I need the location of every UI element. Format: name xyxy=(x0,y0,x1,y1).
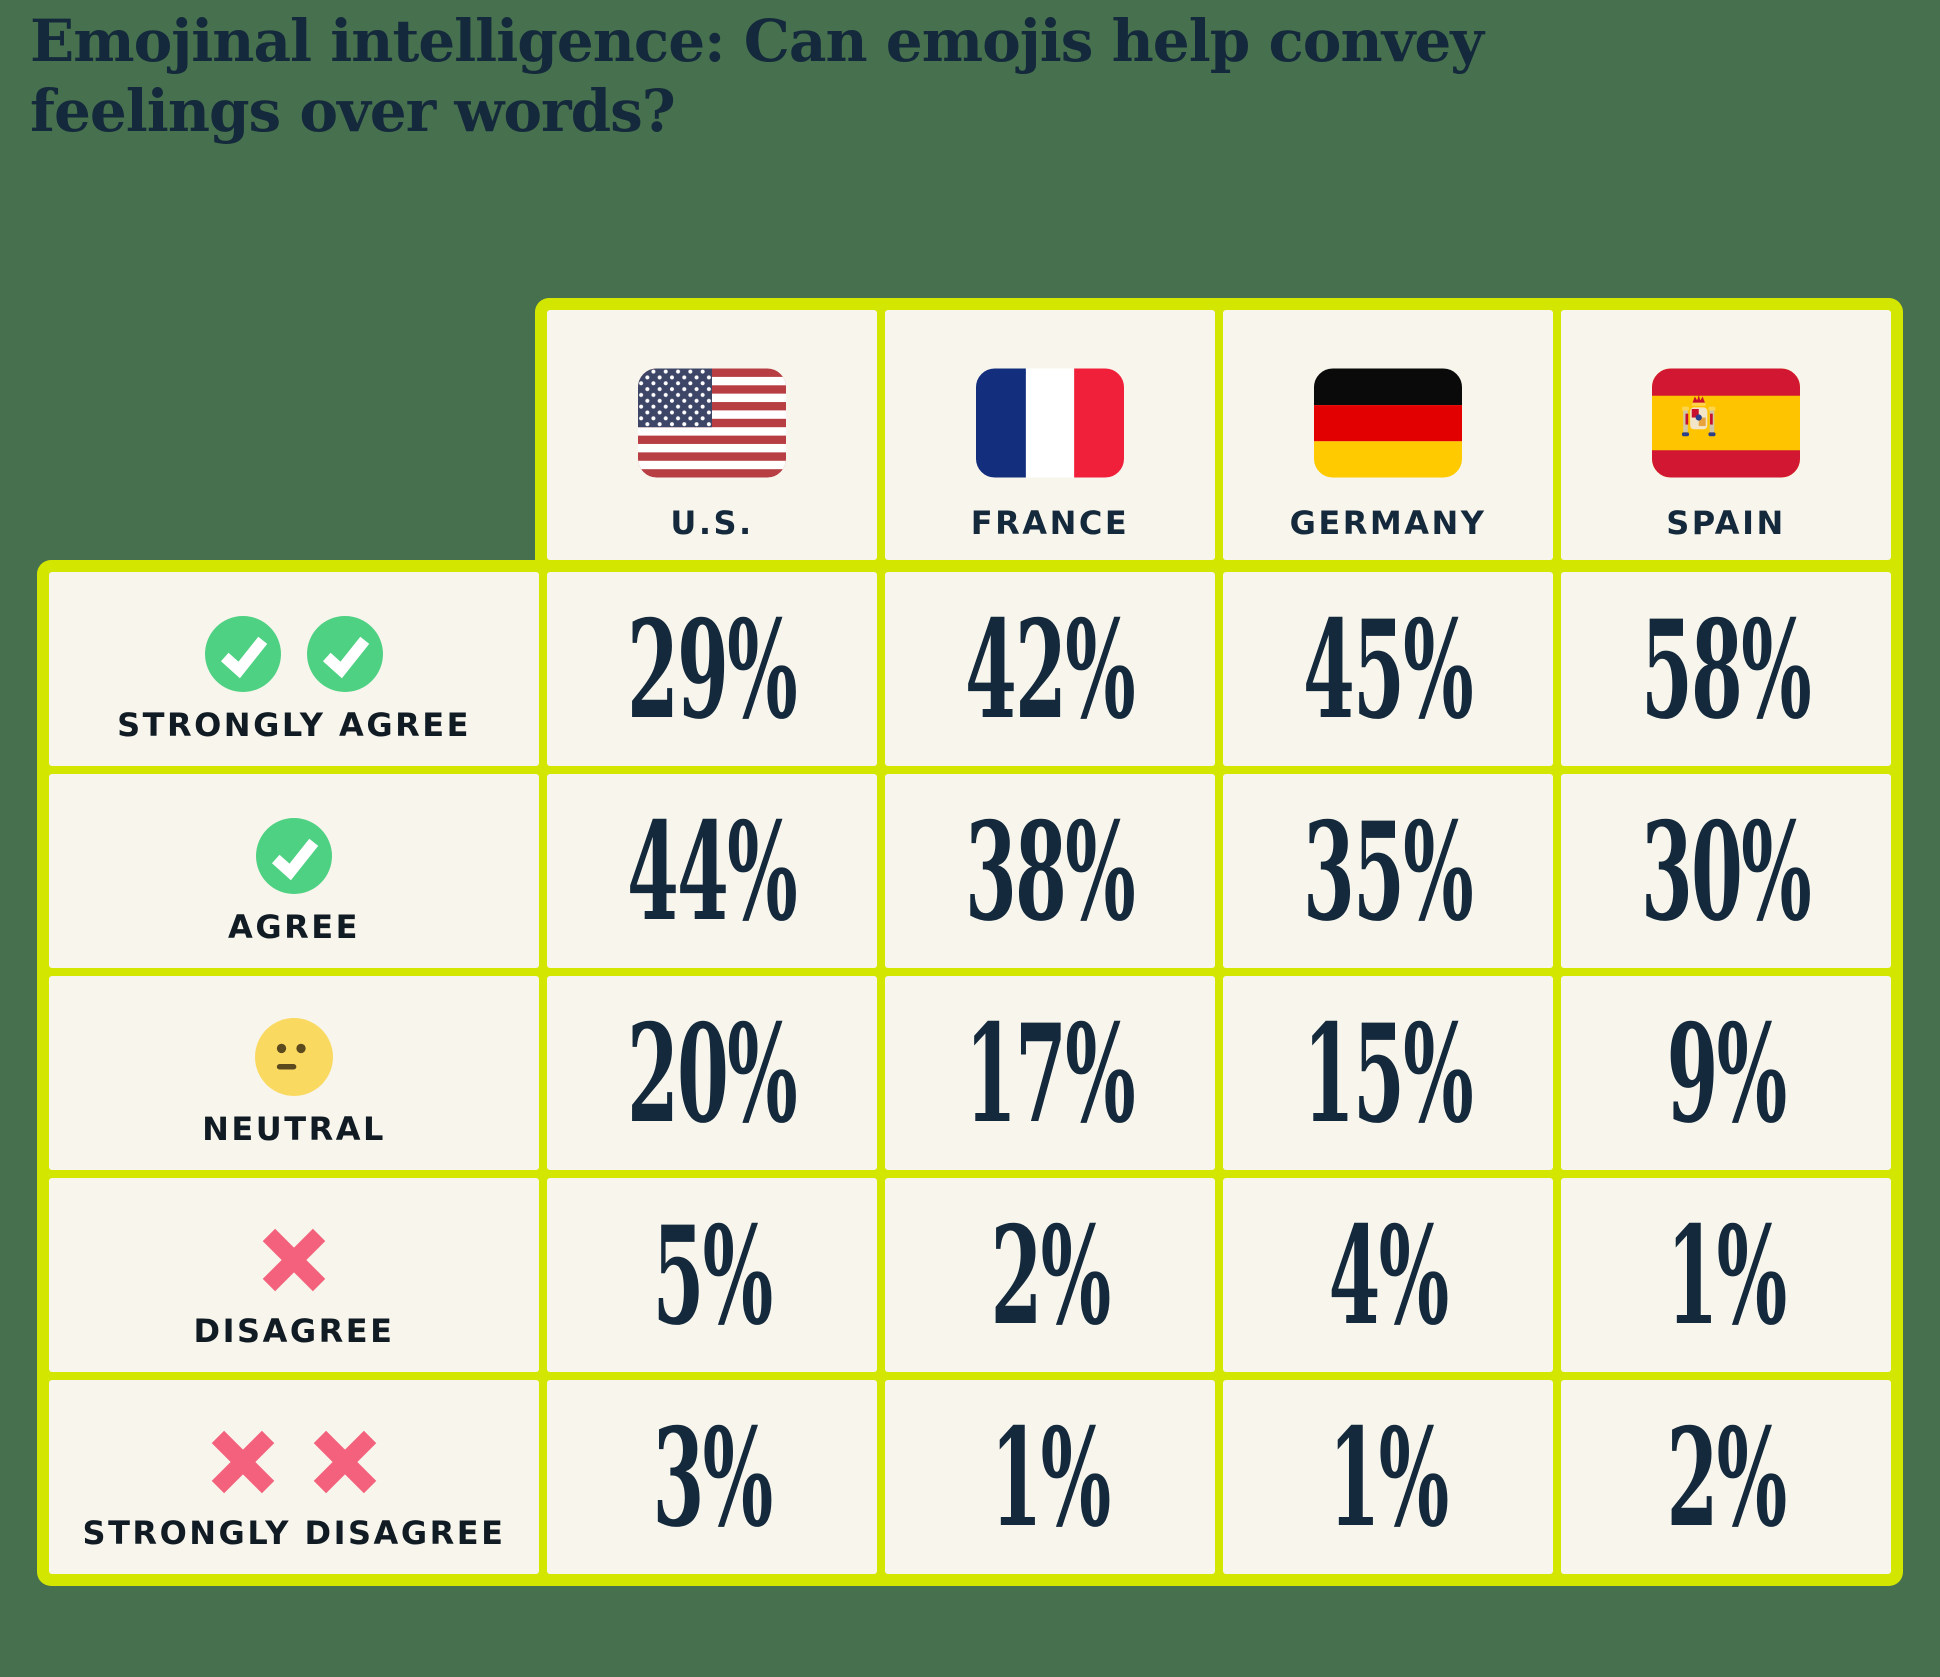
strongly-disagree-icons xyxy=(205,1424,383,1500)
table-cell: 1% xyxy=(1561,1178,1891,1372)
table-cell: 17% xyxy=(885,976,1215,1170)
percent-value: 1% xyxy=(990,1397,1112,1557)
table-cell: 42% xyxy=(885,572,1215,766)
x-mark-icon xyxy=(205,1424,281,1500)
row-header-agree: AGREE xyxy=(49,774,539,968)
table-cell: 35% xyxy=(1223,774,1553,968)
table-cell: 9% xyxy=(1561,976,1891,1170)
neutral-icons xyxy=(255,1018,333,1096)
column-label-france: FRANCE xyxy=(970,504,1130,542)
percent-value: 45% xyxy=(1303,589,1475,749)
column-header-france: FRANCE xyxy=(885,310,1215,560)
table-cell: 1% xyxy=(1223,1380,1553,1574)
row-label: DISAGREE xyxy=(193,1312,395,1350)
survey-table: U.S. FRANCE GERMANY SPAIN STRONGLY AGREE… xyxy=(37,298,1903,1586)
percent-value: 29% xyxy=(627,589,799,749)
table-cell: 58% xyxy=(1561,572,1891,766)
table-cell: 45% xyxy=(1223,572,1553,766)
france-flag-icon xyxy=(976,368,1124,478)
percent-value: 17% xyxy=(965,993,1137,1153)
percent-value: 2% xyxy=(1666,1397,1788,1557)
column-header-us: U.S. xyxy=(547,310,877,560)
page-title-line-1: Emojinal intelligence: Can emojis help c… xyxy=(30,7,1484,75)
table-cell: 44% xyxy=(547,774,877,968)
column-header-spain: SPAIN xyxy=(1561,310,1891,560)
table-cell: 1% xyxy=(885,1380,1215,1574)
x-mark-icon xyxy=(256,1222,332,1298)
percent-value: 1% xyxy=(1666,1195,1788,1355)
table-cell: 5% xyxy=(547,1178,877,1372)
disagree-icons xyxy=(256,1222,332,1298)
check-circle-icon xyxy=(256,818,332,894)
row-label: STRONGLY DISAGREE xyxy=(82,1514,506,1552)
row-header-disagree: DISAGREE xyxy=(49,1178,539,1372)
row-header-neutral: NEUTRAL xyxy=(49,976,539,1170)
percent-value: 15% xyxy=(1303,993,1475,1153)
neutral-face-icon xyxy=(255,1018,333,1096)
percent-value: 20% xyxy=(627,993,799,1153)
strongly-agree-icons xyxy=(205,616,383,692)
column-label-us: U.S. xyxy=(670,504,754,542)
table-cell: 4% xyxy=(1223,1178,1553,1372)
table-cell: 29% xyxy=(547,572,877,766)
row-label: AGREE xyxy=(228,908,360,946)
percent-value: 5% xyxy=(652,1195,774,1355)
table-cell: 38% xyxy=(885,774,1215,968)
germany-flag-icon xyxy=(1314,368,1462,478)
column-label-spain: SPAIN xyxy=(1666,504,1786,542)
row-header-strongly-agree: STRONGLY AGREE xyxy=(49,572,539,766)
page-title: Emojinal intelligence: Can emojis help c… xyxy=(30,6,1730,146)
us-flag-icon xyxy=(638,368,786,478)
percent-value: 58% xyxy=(1641,589,1813,749)
column-header-germany: GERMANY xyxy=(1223,310,1553,560)
percent-value: 1% xyxy=(1328,1397,1450,1557)
percent-value: 9% xyxy=(1666,993,1788,1153)
table-cell: 3% xyxy=(547,1380,877,1574)
check-circle-icon xyxy=(205,616,281,692)
table-cell: 30% xyxy=(1561,774,1891,968)
check-circle-icon xyxy=(307,616,383,692)
agree-icons xyxy=(256,818,332,894)
percent-value: 42% xyxy=(965,589,1137,749)
table-body: STRONGLY AGREE 29% 42% 45% 58% AGREE 44%… xyxy=(37,560,1903,1586)
percent-value: 35% xyxy=(1303,791,1475,951)
table-cell: 2% xyxy=(885,1178,1215,1372)
percent-value: 30% xyxy=(1641,791,1813,951)
page-title-line-2: feelings over words? xyxy=(30,77,676,145)
row-header-strongly-disagree: STRONGLY DISAGREE xyxy=(49,1380,539,1574)
table-cell: 20% xyxy=(547,976,877,1170)
percent-value: 2% xyxy=(990,1195,1112,1355)
table-cell: 15% xyxy=(1223,976,1553,1170)
percent-value: 38% xyxy=(965,791,1137,951)
row-label: NEUTRAL xyxy=(202,1110,386,1148)
row-label: STRONGLY AGREE xyxy=(117,706,471,744)
table-header-row: U.S. FRANCE GERMANY SPAIN xyxy=(535,298,1903,560)
percent-value: 44% xyxy=(627,791,799,951)
spain-flag-icon xyxy=(1652,368,1800,478)
column-label-germany: GERMANY xyxy=(1289,504,1487,542)
percent-value: 3% xyxy=(652,1397,774,1557)
table-cell: 2% xyxy=(1561,1380,1891,1574)
x-mark-icon xyxy=(307,1424,383,1500)
percent-value: 4% xyxy=(1328,1195,1450,1355)
